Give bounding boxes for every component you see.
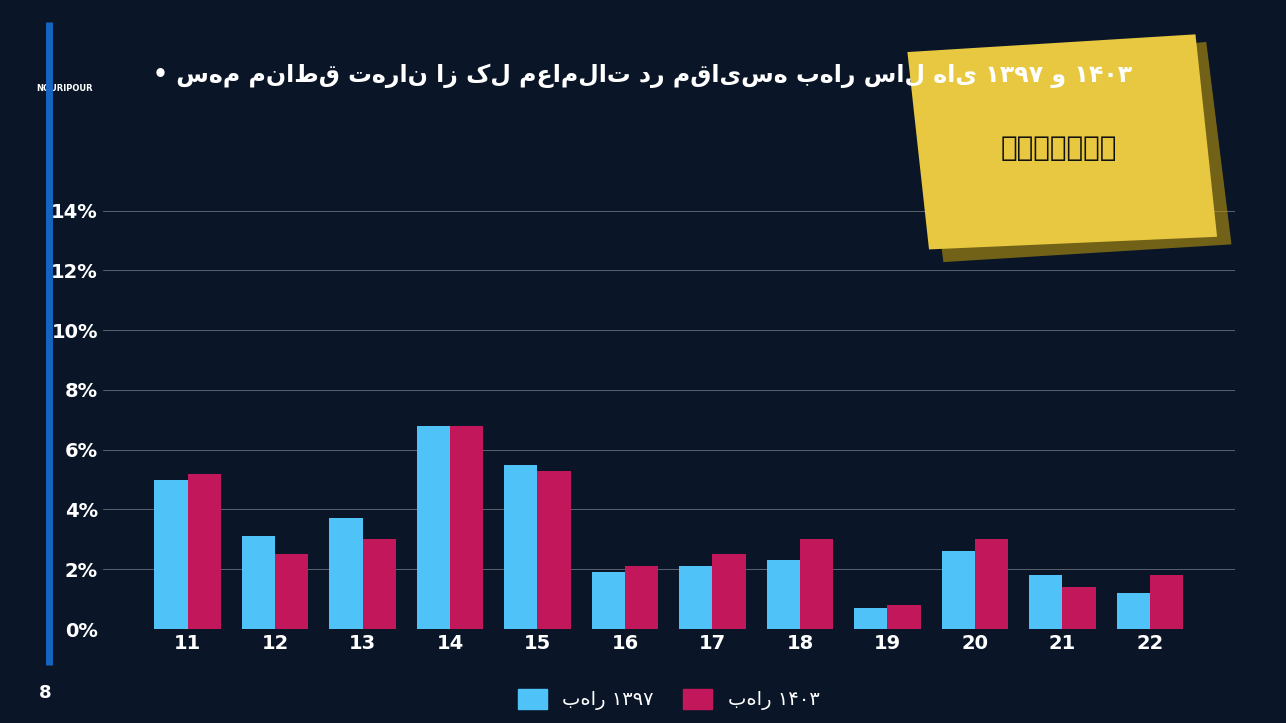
Bar (538, 471, 571, 629)
Bar (800, 539, 833, 629)
Bar (329, 518, 363, 629)
Text: 8: 8 (39, 684, 51, 702)
Bar (275, 555, 309, 629)
Polygon shape (908, 35, 1217, 249)
Bar (1029, 576, 1062, 629)
Bar (766, 560, 800, 629)
Bar (417, 426, 450, 629)
Bar (363, 539, 396, 629)
Bar (1150, 576, 1183, 629)
Text: معاملات: معاملات (1001, 134, 1116, 162)
Bar (887, 605, 921, 629)
Bar (941, 552, 975, 629)
Bar (854, 608, 887, 629)
Bar (154, 479, 188, 629)
Legend: بهار ۱۳۹۷, بهار ۱۴۰۳: بهار ۱۳۹۷, بهار ۱۴۰۳ (511, 681, 827, 718)
Polygon shape (918, 42, 1232, 262)
Bar (188, 474, 221, 629)
Bar (1116, 593, 1150, 629)
Bar (712, 555, 746, 629)
Bar (975, 539, 1008, 629)
Bar (679, 566, 712, 629)
Bar (450, 426, 484, 629)
Text: NOURIPOUR: NOURIPOUR (36, 84, 93, 93)
Text: • سهم مناطق تهران از کل معاملات در مقایسه بهار سال های ۱۳۹۷ و ۱۴۰۳: • سهم مناطق تهران از کل معاملات در مقایس… (153, 64, 1133, 88)
Bar (592, 572, 625, 629)
Bar (1062, 587, 1096, 629)
Bar (242, 536, 275, 629)
Bar (504, 465, 538, 629)
Bar (625, 566, 658, 629)
